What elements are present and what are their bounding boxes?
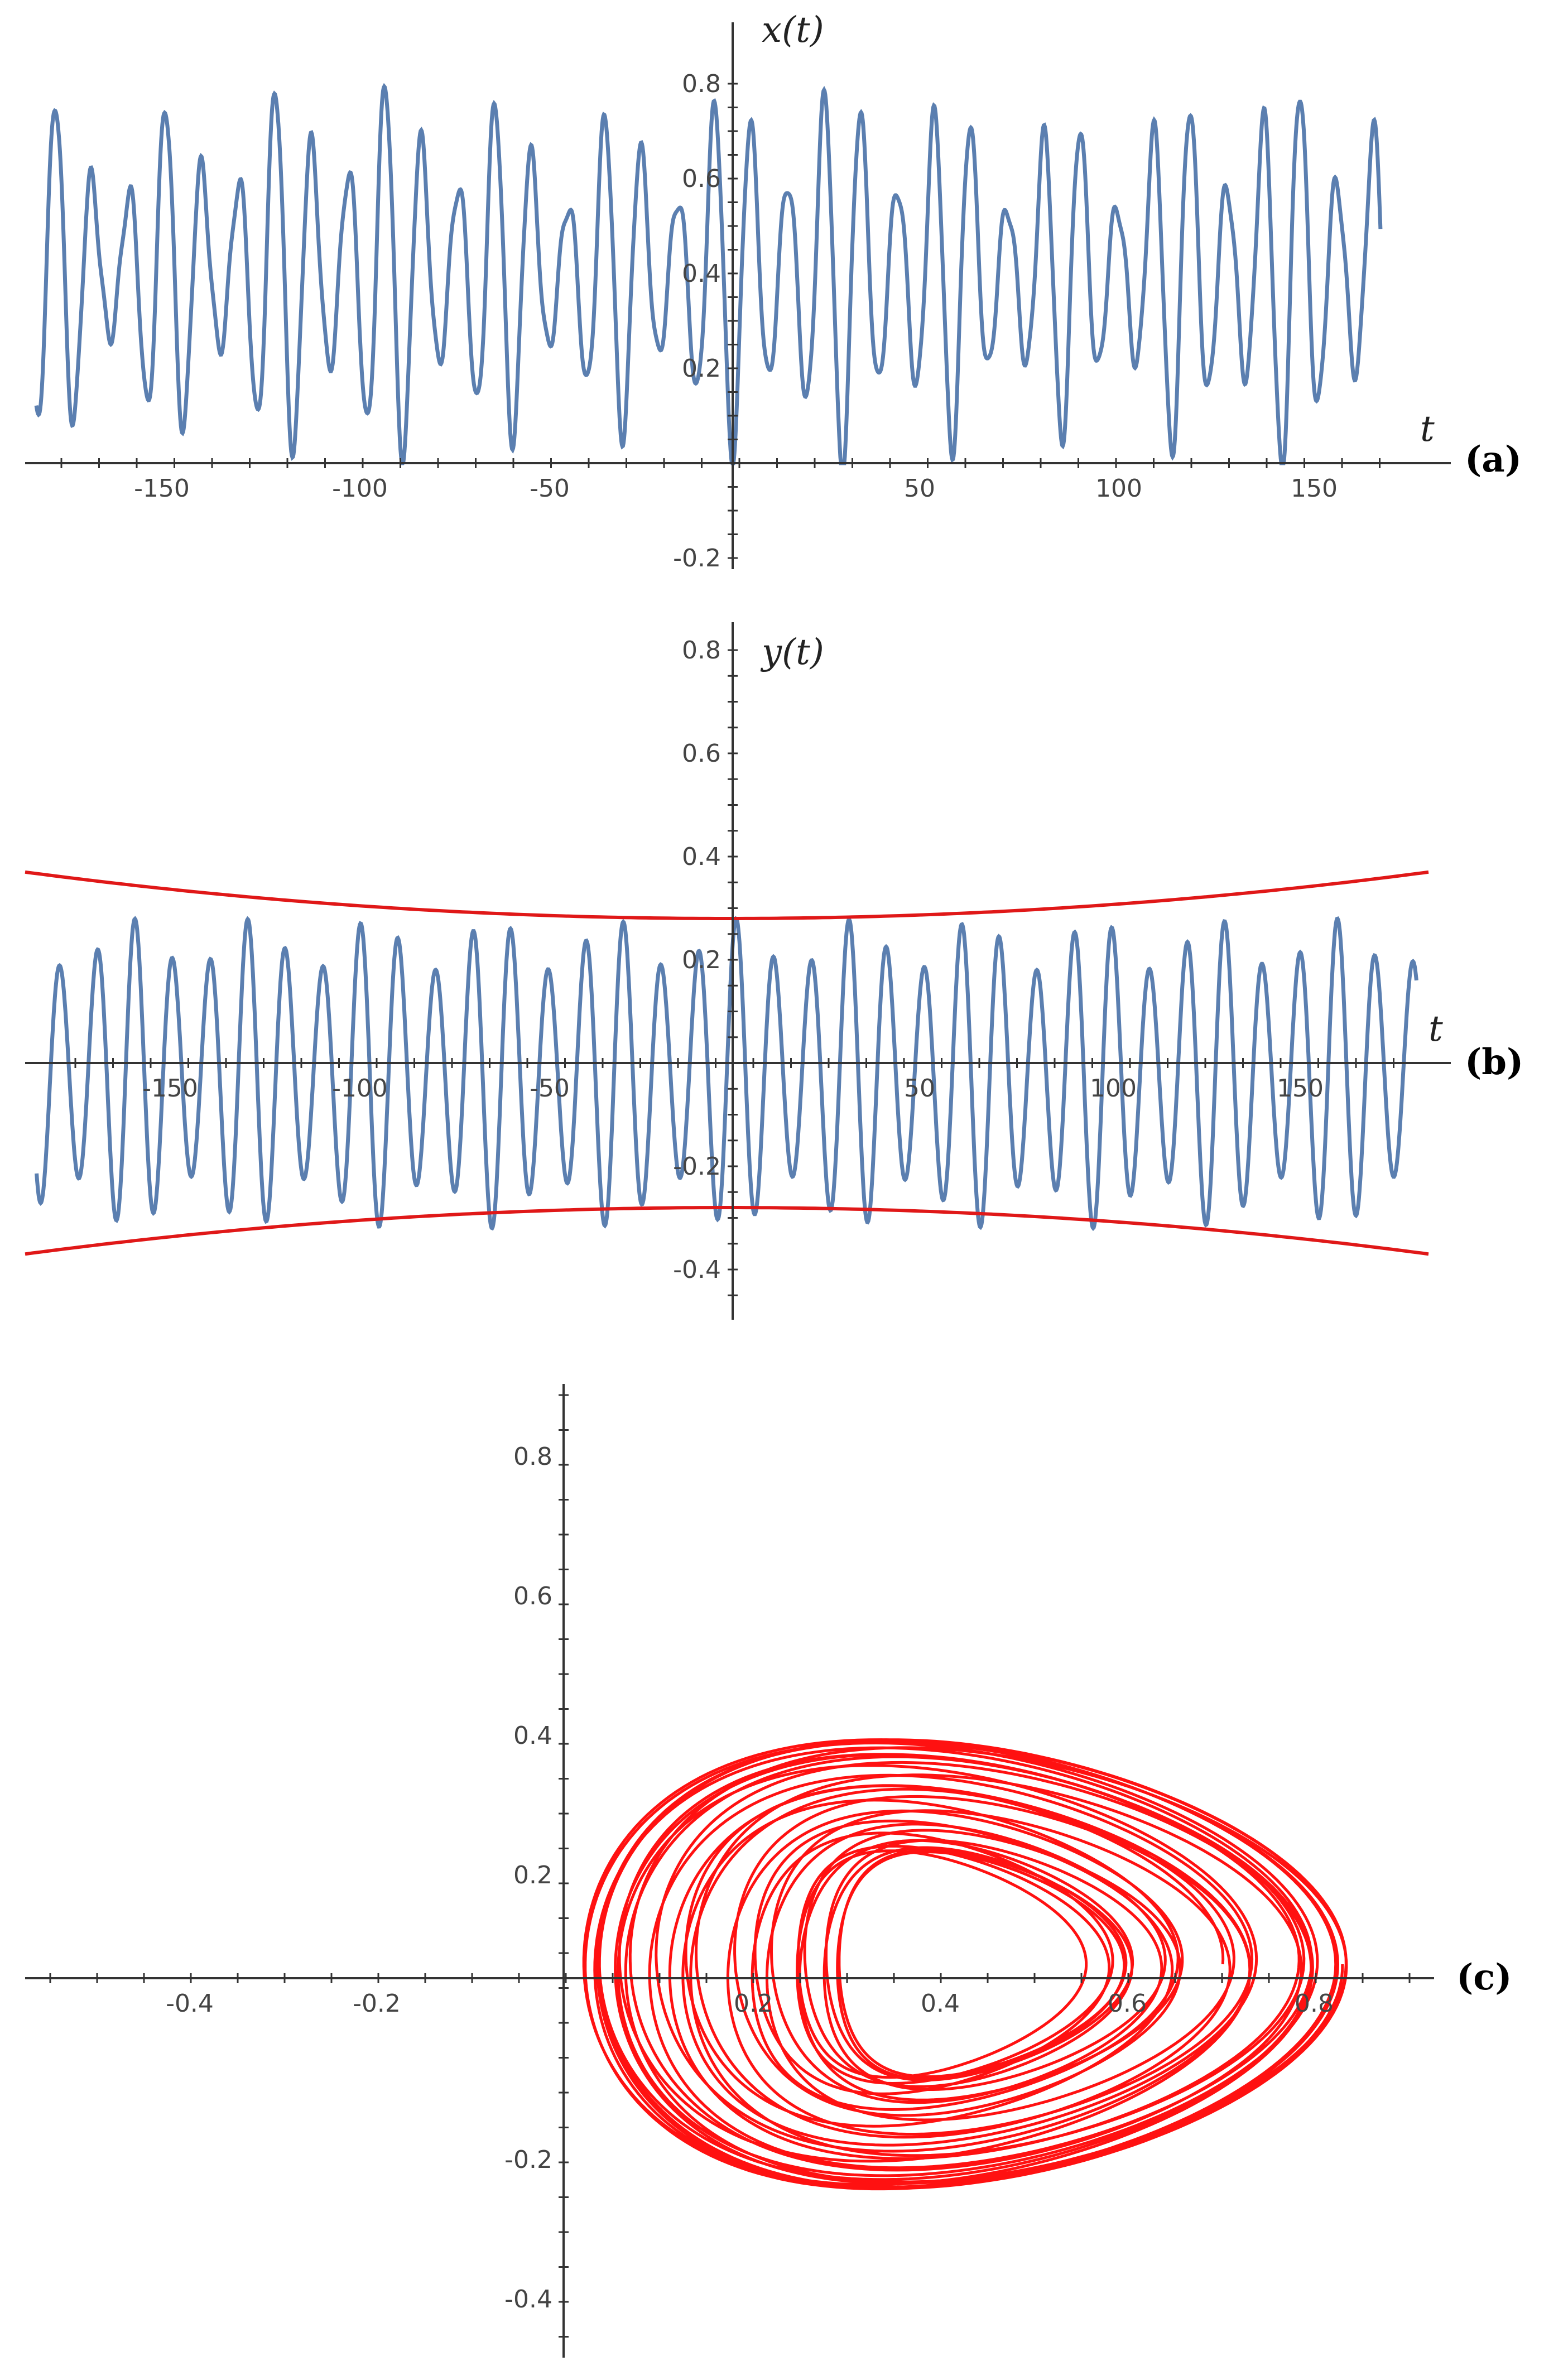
panel-a-x-tick-label: 150	[1291, 474, 1338, 503]
panel-b-x-tick-label: -100	[332, 1074, 388, 1103]
panel-c-y-tick-label: 0.4	[513, 1722, 552, 1750]
panel-a-x-axis-label: t	[1420, 408, 1435, 450]
panel-c-y-tick-label: -0.4	[504, 2285, 552, 2314]
panel-c-x-tick-label: -0.2	[353, 1989, 401, 2018]
upper-envelope-line	[25, 870, 1429, 920]
panel-a-x-tick-label: 100	[1095, 474, 1142, 503]
panel-a-y-axis-label: x(t)	[762, 9, 824, 51]
y-of-t-series-line	[35, 916, 1418, 1232]
panel-c-label: (c)	[1456, 1956, 1512, 1998]
panel-a-label: (a)	[1465, 439, 1522, 480]
panel-b-y-tick-label: 0.8	[682, 636, 721, 665]
panel-c-y-tick-label: 0.6	[513, 1582, 552, 1610]
panel-b-x-tick-label: -150	[142, 1074, 198, 1103]
panel-b: -150 -100 -50 50 100 150 -0.4 -0.2 0.2 0…	[25, 622, 1523, 1320]
panel-c-y-tick-label: -0.2	[504, 2146, 552, 2174]
panel-c-y-tick-label: 0.8	[513, 1442, 552, 1471]
phase-portrait-curve	[582, 1738, 1348, 2191]
panel-b-y-tick-label: 0.6	[682, 739, 721, 768]
panel-c-x-tick-label: -0.4	[166, 1989, 214, 2018]
panel-a-ticks	[60, 83, 1381, 559]
panel-a-y-tick-label: 0.6	[682, 165, 721, 193]
panel-b-y-tick-label: -0.4	[673, 1256, 721, 1284]
panel-c-ticks	[49, 1394, 1411, 2338]
panel-a-x-tick-label: -100	[332, 474, 388, 503]
x-of-t-series-line	[34, 83, 1383, 465]
panel-c-x-tick-label: 0.4	[921, 1989, 960, 2018]
panel-c: -0.4 -0.2 0.2 0.4 0.6 0.8 -0.4 -0.2 0.2 …	[25, 1384, 1512, 2358]
panel-b-x-tick-label: 100	[1090, 1074, 1137, 1103]
panel-b-y-tick-label: 0.4	[682, 843, 721, 871]
panel-b-label: (b)	[1465, 1041, 1523, 1083]
panel-a-y-tick-label: 0.4	[682, 259, 721, 288]
panel-b-ticks	[74, 649, 1394, 1296]
panel-a-y-tick-label: 0.8	[682, 70, 721, 98]
lower-envelope-line	[25, 1206, 1429, 1256]
panel-a: -150 -100 -50 50 100 150 -0.2 0.2 0.4 0.…	[25, 9, 1522, 573]
panel-a-y-tick-label: 0.2	[682, 354, 721, 383]
panel-a-x-tick-label: 50	[904, 474, 935, 503]
panel-a-y-tick-label: -0.2	[673, 544, 721, 573]
panel-a-x-tick-label: -50	[530, 474, 570, 503]
panel-c-x-tick-label: 0.2	[734, 1989, 773, 2018]
panel-b-y-axis-label: y(t)	[760, 632, 824, 673]
panel-b-x-axis-label: t	[1428, 1008, 1443, 1050]
panel-a-x-tick-label: -150	[134, 474, 190, 503]
panel-c-y-tick-label: 0.2	[513, 1861, 552, 1889]
panel-c-x-tick-label: 0.6	[1108, 1989, 1147, 2018]
panel-c-x-tick-label: 0.8	[1295, 1989, 1334, 2018]
panel-b-x-tick-label: 150	[1277, 1074, 1324, 1103]
panel-b-y-tick-label: -0.2	[673, 1152, 721, 1181]
panel-b-y-tick-label: 0.2	[682, 946, 721, 974]
panel-b-x-tick-label: 50	[904, 1074, 935, 1103]
panel-b-x-tick-label: -50	[530, 1074, 570, 1103]
